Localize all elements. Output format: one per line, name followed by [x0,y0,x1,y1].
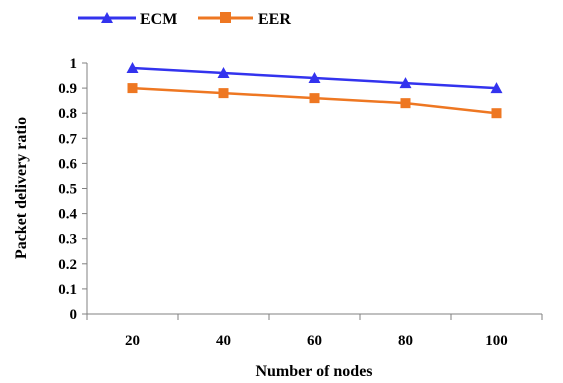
data-point [309,93,320,104]
y-axis-ticks: 0 0.1 0.2 0.3 0.4 0.5 0.6 0.7 0.8 0.9 1 [58,56,87,323]
y-tick-label: 0.3 [58,232,77,248]
data-point [308,72,321,84]
x-tick-label: 60 [307,333,322,349]
x-tick-label: 100 [485,333,508,349]
data-point [217,67,230,79]
y-tick-label: 0.7 [58,131,77,147]
data-point [127,83,138,94]
legend-item-eer: EER [198,11,291,28]
legend-marker-ecm [101,12,113,23]
legend-item-ecm: ECM [78,11,177,28]
y-tick-label: 0.6 [58,156,77,172]
y-tick-label: 0.1 [58,282,77,298]
data-point [399,77,412,89]
y-axis-title: Packet delivery ratio [13,117,30,259]
legend-label-eer: EER [258,11,291,28]
y-tick-label: 0.8 [58,106,77,122]
y-tick-label: 0.2 [58,257,77,273]
y-tick-label: 0 [70,307,78,323]
series-ecm [126,62,503,94]
y-tick-label: 0.4 [58,207,77,223]
x-axis-title: Number of nodes [255,363,372,380]
data-point [491,108,502,119]
y-tick-label: 0.5 [58,182,77,198]
legend: ECM EER [78,11,291,28]
x-axis-ticks: 20 40 60 80 100 [86,314,543,349]
legend-marker-eer [220,12,231,23]
y-tick-label: 0.9 [58,81,77,97]
x-tick-label: 40 [216,333,231,349]
x-tick-label: 20 [125,333,140,349]
data-point [400,98,411,109]
series-eer [127,83,502,119]
data-point [490,82,503,94]
series-layer [126,62,503,119]
x-tick-label: 80 [398,333,413,349]
legend-label-ecm: ECM [140,11,177,28]
data-point [218,88,229,99]
y-tick-label: 1 [70,56,78,72]
data-point [126,62,139,74]
